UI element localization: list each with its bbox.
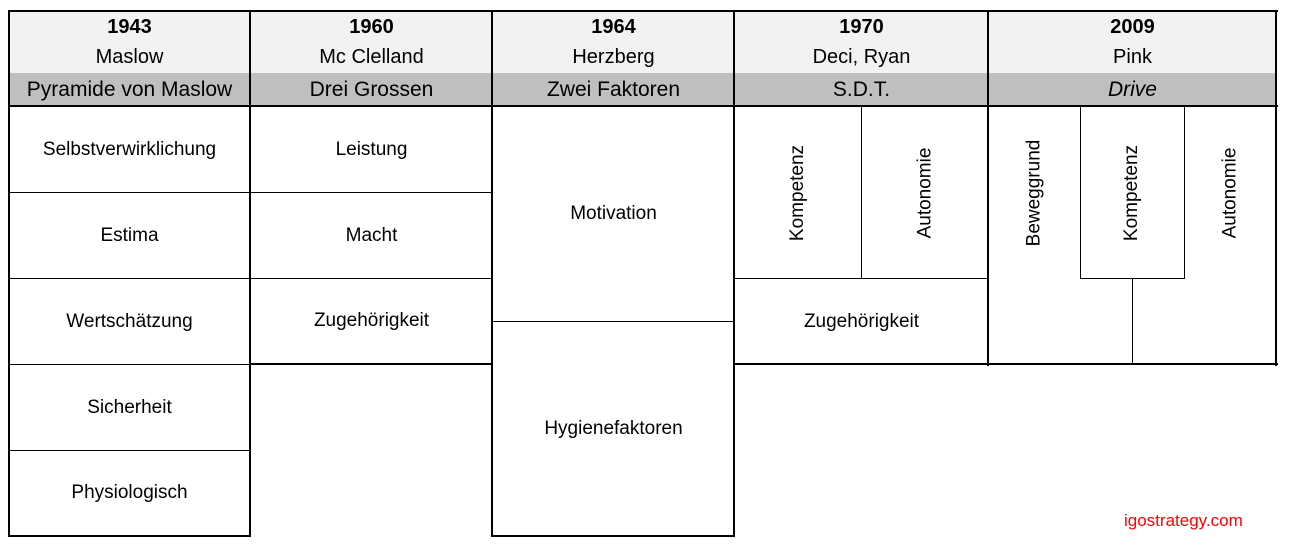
author-label: Pink [1113, 46, 1152, 68]
drive-stem-line [1132, 278, 1133, 364]
maslow-level-physiological: Physiologisch [71, 482, 188, 503]
mcclelland-affiliation: Zugehörigkeit [313, 310, 430, 331]
model-label-sdt: S.D.T. [832, 77, 891, 101]
herzberg-hygiene-factors: Hygienefaktoren [544, 417, 683, 439]
model-label-drive: Drive [1107, 77, 1157, 101]
author-label: Maslow [95, 46, 164, 68]
col-divider-2 [491, 10, 493, 537]
author-label: Herzberg [572, 46, 655, 68]
sdt-competence: Kompetenz [735, 107, 861, 278]
drive-mastery-left-edge [1080, 106, 1081, 279]
model-label-maslow: Pyramide von Maslow [26, 77, 233, 101]
model-label-herzberg: Zwei Faktoren [546, 77, 681, 101]
col-divider-4 [987, 10, 989, 366]
header-deci-ryan: 1970 Deci, Ryan [735, 11, 988, 73]
drive-mastery-label: Kompetenz [1121, 144, 1143, 241]
mcclelland-row-divider [251, 192, 492, 193]
header-pink: 2009 Pink [989, 11, 1276, 73]
herzberg-bottom [491, 535, 735, 537]
drive-bottom [987, 363, 1278, 365]
drive-mastery: Kompetenz [1081, 107, 1184, 278]
sdt-horizontal-divider [735, 278, 988, 279]
maslow-level-appreciation: Wertschätzung [66, 310, 193, 332]
herzberg-divider [493, 321, 734, 322]
header-maslow: 1943 Maslow [9, 11, 250, 73]
year-label: 2009 [1110, 16, 1155, 38]
mcclelland-achievement: Leistung [335, 138, 408, 160]
header-band-light [9, 11, 1276, 73]
header-mcclelland: 1960 Mc Clelland [251, 11, 492, 73]
year-label: 1960 [349, 16, 394, 38]
year-label: 1970 [839, 16, 884, 38]
header-herzberg: 1964 Herzberg [493, 11, 734, 73]
mcclelland-power: Macht [345, 224, 398, 246]
drive-purpose-label: Beweggrund [1023, 139, 1045, 246]
author-label: Deci, Ryan [812, 46, 911, 68]
sdt-autonomy: Autonomie [862, 107, 988, 278]
border-top [8, 10, 1278, 12]
sdt-relatedness: Zugehörigkeit [803, 310, 920, 332]
col-divider-3 [733, 10, 735, 537]
year-label: 1964 [591, 16, 636, 38]
drive-autonomy: Autonomie [1185, 107, 1276, 278]
maslow-row-divider [9, 364, 250, 365]
border-left [8, 10, 10, 537]
sdt-bottom [733, 363, 989, 365]
maslow-bottom [8, 535, 251, 537]
drive-autonomy-label: Autonomie [1219, 147, 1241, 238]
maslow-level-safety: Sicherheit [87, 396, 172, 418]
mcclelland-bottom [249, 363, 493, 365]
year-label: 1943 [107, 16, 152, 38]
maslow-row-divider [9, 278, 250, 279]
header-band-dark [9, 73, 1276, 106]
maslow-row-divider [9, 450, 250, 451]
drive-purpose: Beweggrund [989, 107, 1080, 278]
maslow-level-esteem: Estima [100, 224, 159, 246]
herzberg-motivation: Motivation [570, 203, 657, 224]
maslow-level-self-actualization: Selbstverwirklichung [42, 138, 217, 160]
sdt-autonomy-label: Autonomie [914, 147, 935, 238]
sdt-vertical-divider [861, 106, 862, 278]
maslow-row-divider [9, 192, 250, 193]
mcclelland-row-divider [251, 278, 492, 279]
author-label: Mc Clelland [319, 46, 424, 68]
col-divider-1 [249, 10, 251, 537]
header-divider [8, 105, 1278, 107]
watermark-text: igostrategy.com [1124, 511, 1243, 530]
border-right [1275, 10, 1277, 366]
sdt-competence-label: Kompetenz [787, 144, 808, 241]
model-label-mcclelland: Drei Grossen [309, 77, 434, 101]
drive-mastery-right-edge [1184, 106, 1185, 279]
